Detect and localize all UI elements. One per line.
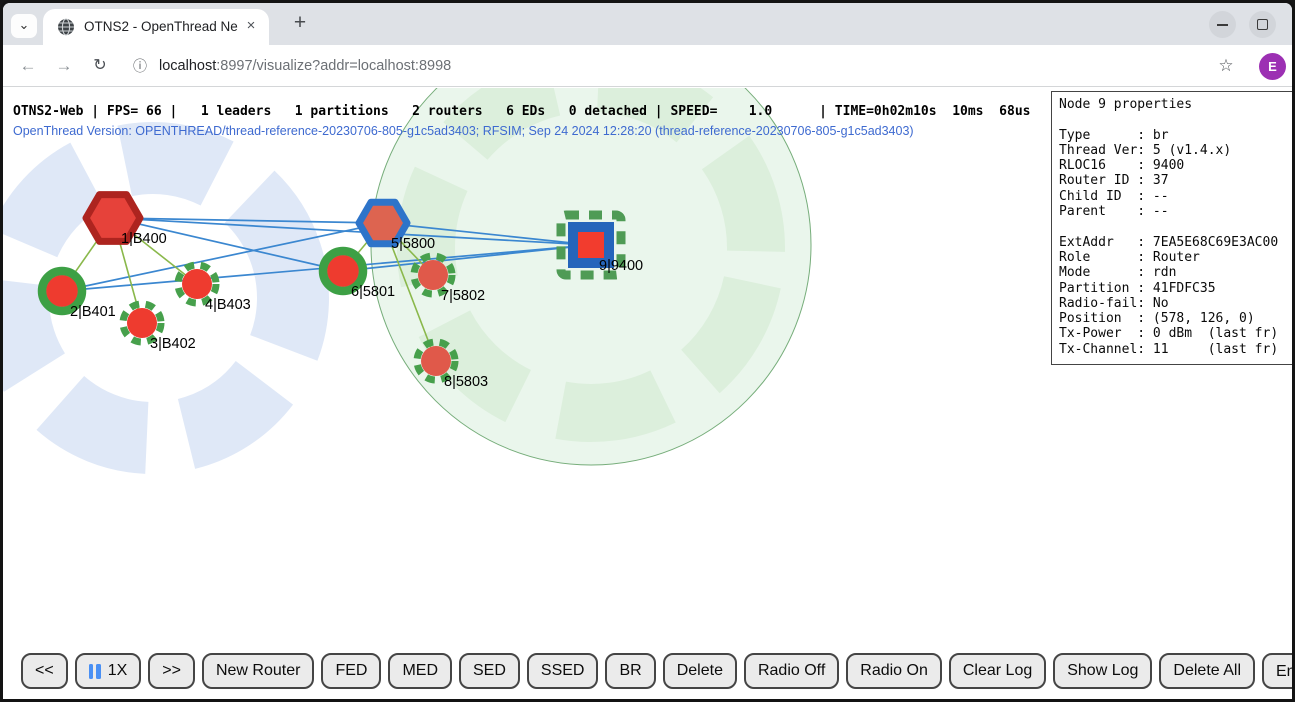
node-8[interactable]	[421, 346, 451, 376]
bookmark-star-icon[interactable]: ☆	[1218, 56, 1234, 75]
node-9-selection-outline	[556, 210, 626, 280]
node-4-ring	[174, 261, 220, 307]
node-5-label: 5|5800	[391, 236, 435, 252]
router-link-5-9	[382, 222, 592, 246]
radio-off-button[interactable]: Radio Off	[743, 653, 840, 689]
new-router-button[interactable]: New Router	[201, 653, 315, 689]
fed-label: FED	[335, 662, 368, 679]
new-tab-button[interactable]: +	[293, 11, 307, 34]
show-log-button[interactable]: Show Log	[1053, 653, 1153, 689]
router-link-1-5	[112, 217, 384, 224]
ssed-label: SSED	[540, 662, 585, 679]
url-path: :8997/visualize?addr=localhost:8998	[216, 58, 452, 74]
active-tab[interactable]: OTNS2 - OpenThread Ne ×	[43, 9, 269, 45]
med-label: MED	[402, 662, 438, 679]
site-info-icon[interactable]: ⓘ	[133, 58, 147, 74]
tab-close-icon[interactable]: ×	[246, 17, 256, 34]
profile-avatar[interactable]: E	[1259, 53, 1286, 80]
node-7-ring	[410, 252, 456, 298]
node-6-label: 6|5801	[351, 284, 395, 300]
router-link-1-6	[112, 217, 344, 272]
node-4[interactable]	[182, 269, 212, 299]
router-link-2-5	[61, 222, 384, 292]
rewind-button[interactable]: <<	[21, 653, 68, 689]
tab-title: OTNS2 - OpenThread Ne	[84, 19, 238, 34]
delete-all-label: Delete All	[1173, 662, 1241, 679]
new-router-label: New Router	[215, 662, 301, 679]
reload-button[interactable]: ↻	[93, 57, 107, 74]
clear-log-button[interactable]: Clear Log	[948, 653, 1047, 689]
br-button[interactable]: BR	[605, 653, 656, 689]
node-7-label: 7|5802	[441, 288, 485, 304]
radio-on-button[interactable]: Radio On	[846, 653, 942, 689]
url-host: localhost	[159, 58, 217, 74]
node-9[interactable]	[568, 222, 614, 268]
sed-label: SED	[473, 662, 506, 679]
rewind-label: <<	[35, 662, 54, 679]
node-6-ring	[318, 246, 368, 296]
node-2-ring	[37, 266, 87, 316]
window-maximize-button[interactable]	[1249, 11, 1276, 38]
fed-button[interactable]: FED	[321, 653, 382, 689]
action-toolbar: << 1X >> New Router FED MED SED SSED BR Delete Rad…	[21, 653, 1295, 691]
minimize-icon	[1217, 24, 1228, 26]
node-6[interactable]	[327, 255, 359, 287]
delete-label: Delete	[676, 662, 723, 679]
show-log-label: Show Log	[1067, 662, 1139, 679]
openthread-version-line: OpenThread Version: OPENTHREAD/thread-re…	[13, 124, 914, 138]
router-link-1-9	[112, 217, 592, 246]
tab-strip: ⌄ OTNS2 - OpenThread Ne × +	[3, 3, 1292, 45]
energy-stats-label: Energy-stats ↗	[1276, 663, 1295, 680]
favicon-globe-icon	[58, 18, 74, 36]
fast-forward-button[interactable]: >>	[148, 653, 195, 689]
navigation-bar: ← → ↻ ⓘ localhost:8997/visualize?addr=lo…	[3, 45, 1292, 87]
simulation-status-line: OTNS2-Web | FPS= 66 | 1 leaders 1 partit…	[13, 104, 1031, 119]
ssed-button[interactable]: SSED	[526, 653, 599, 689]
address-bar[interactable]: localhost:8997/visualize?addr=localhost:…	[159, 45, 451, 87]
node-3-label: 3|B402	[150, 336, 196, 352]
clear-log-label: Clear Log	[962, 662, 1033, 679]
node-7[interactable]	[418, 260, 448, 290]
br-label: BR	[619, 662, 642, 679]
node-2-label: 2|B401	[70, 304, 116, 320]
node-1[interactable]	[82, 191, 144, 245]
node-properties-panel: Node 9 properties Type : br Thread Ver: …	[1051, 91, 1292, 365]
chevron-down-icon: ⌄	[18, 17, 30, 32]
energy-stats-button[interactable]: Energy-stats ↗	[1262, 653, 1295, 689]
maximize-icon	[1257, 19, 1268, 30]
watermark-ring	[3, 122, 329, 474]
forward-button[interactable]: →	[55, 56, 73, 75]
delete-all-button[interactable]: Delete All	[1159, 653, 1255, 689]
node-5[interactable]	[355, 198, 411, 248]
node-3[interactable]	[127, 308, 157, 338]
window-minimize-button[interactable]	[1209, 11, 1236, 38]
node-2[interactable]	[46, 275, 78, 307]
node-9-label: 9|9400	[599, 258, 643, 274]
radio-off-label: Radio Off	[757, 662, 826, 679]
delete-button[interactable]: Delete	[662, 653, 737, 689]
med-button[interactable]: MED	[388, 653, 452, 689]
network-canvas[interactable]: 1|B400 2|B401 3|B402 4|B403 5|5800 6|5801 7|58…	[3, 88, 1292, 653]
watermark-ring	[397, 88, 785, 442]
node-1-label: 1|B400	[121, 231, 167, 247]
radio-on-label: Radio On	[860, 662, 928, 679]
node-3-ring	[119, 300, 165, 346]
speed-button[interactable]: 1X	[74, 653, 142, 689]
tab-search-button[interactable]: ⌄	[11, 14, 37, 38]
back-button[interactable]: ←	[19, 56, 37, 75]
pause-icon	[88, 663, 101, 679]
fast-forward-label: >>	[162, 662, 181, 679]
sed-button[interactable]: SED	[459, 653, 520, 689]
node-8-ring	[413, 338, 459, 384]
speed-label: 1X	[107, 662, 128, 679]
node-8-label: 8|5803	[444, 374, 488, 390]
node-4-label: 4|B403	[205, 297, 251, 313]
router-link-6-9	[342, 244, 592, 272]
